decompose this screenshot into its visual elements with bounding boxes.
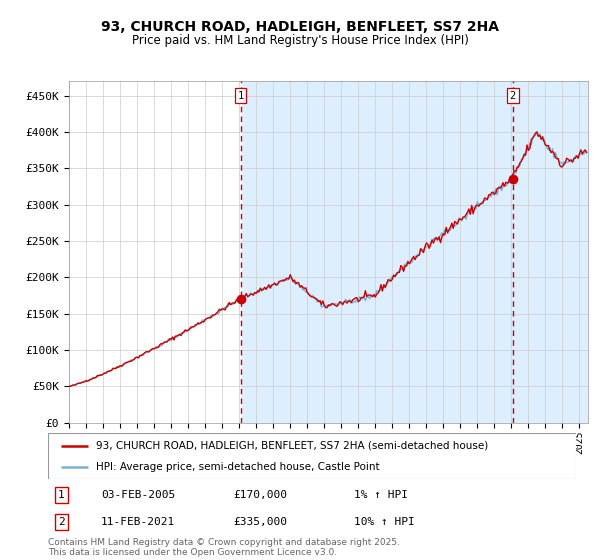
Text: 93, CHURCH ROAD, HADLEIGH, BENFLEET, SS7 2HA (semi-detached house): 93, CHURCH ROAD, HADLEIGH, BENFLEET, SS7… <box>95 441 488 451</box>
Text: 1% ↑ HPI: 1% ↑ HPI <box>354 490 408 500</box>
Text: £335,000: £335,000 <box>233 517 287 527</box>
Text: 93, CHURCH ROAD, HADLEIGH, BENFLEET, SS7 2HA: 93, CHURCH ROAD, HADLEIGH, BENFLEET, SS7… <box>101 20 499 34</box>
Text: 03-FEB-2005: 03-FEB-2005 <box>101 490 175 500</box>
Text: 1: 1 <box>238 91 244 101</box>
Text: 2: 2 <box>510 91 516 101</box>
Text: Price paid vs. HM Land Registry's House Price Index (HPI): Price paid vs. HM Land Registry's House … <box>131 34 469 46</box>
Text: HPI: Average price, semi-detached house, Castle Point: HPI: Average price, semi-detached house,… <box>95 463 379 472</box>
Text: 1: 1 <box>58 490 65 500</box>
FancyBboxPatch shape <box>48 433 576 479</box>
Text: £170,000: £170,000 <box>233 490 287 500</box>
Text: Contains HM Land Registry data © Crown copyright and database right 2025.
This d: Contains HM Land Registry data © Crown c… <box>48 538 400 557</box>
Text: 11-FEB-2021: 11-FEB-2021 <box>101 517 175 527</box>
Text: 10% ↑ HPI: 10% ↑ HPI <box>354 517 415 527</box>
Text: 2: 2 <box>58 517 65 527</box>
Bar <box>69 81 241 423</box>
